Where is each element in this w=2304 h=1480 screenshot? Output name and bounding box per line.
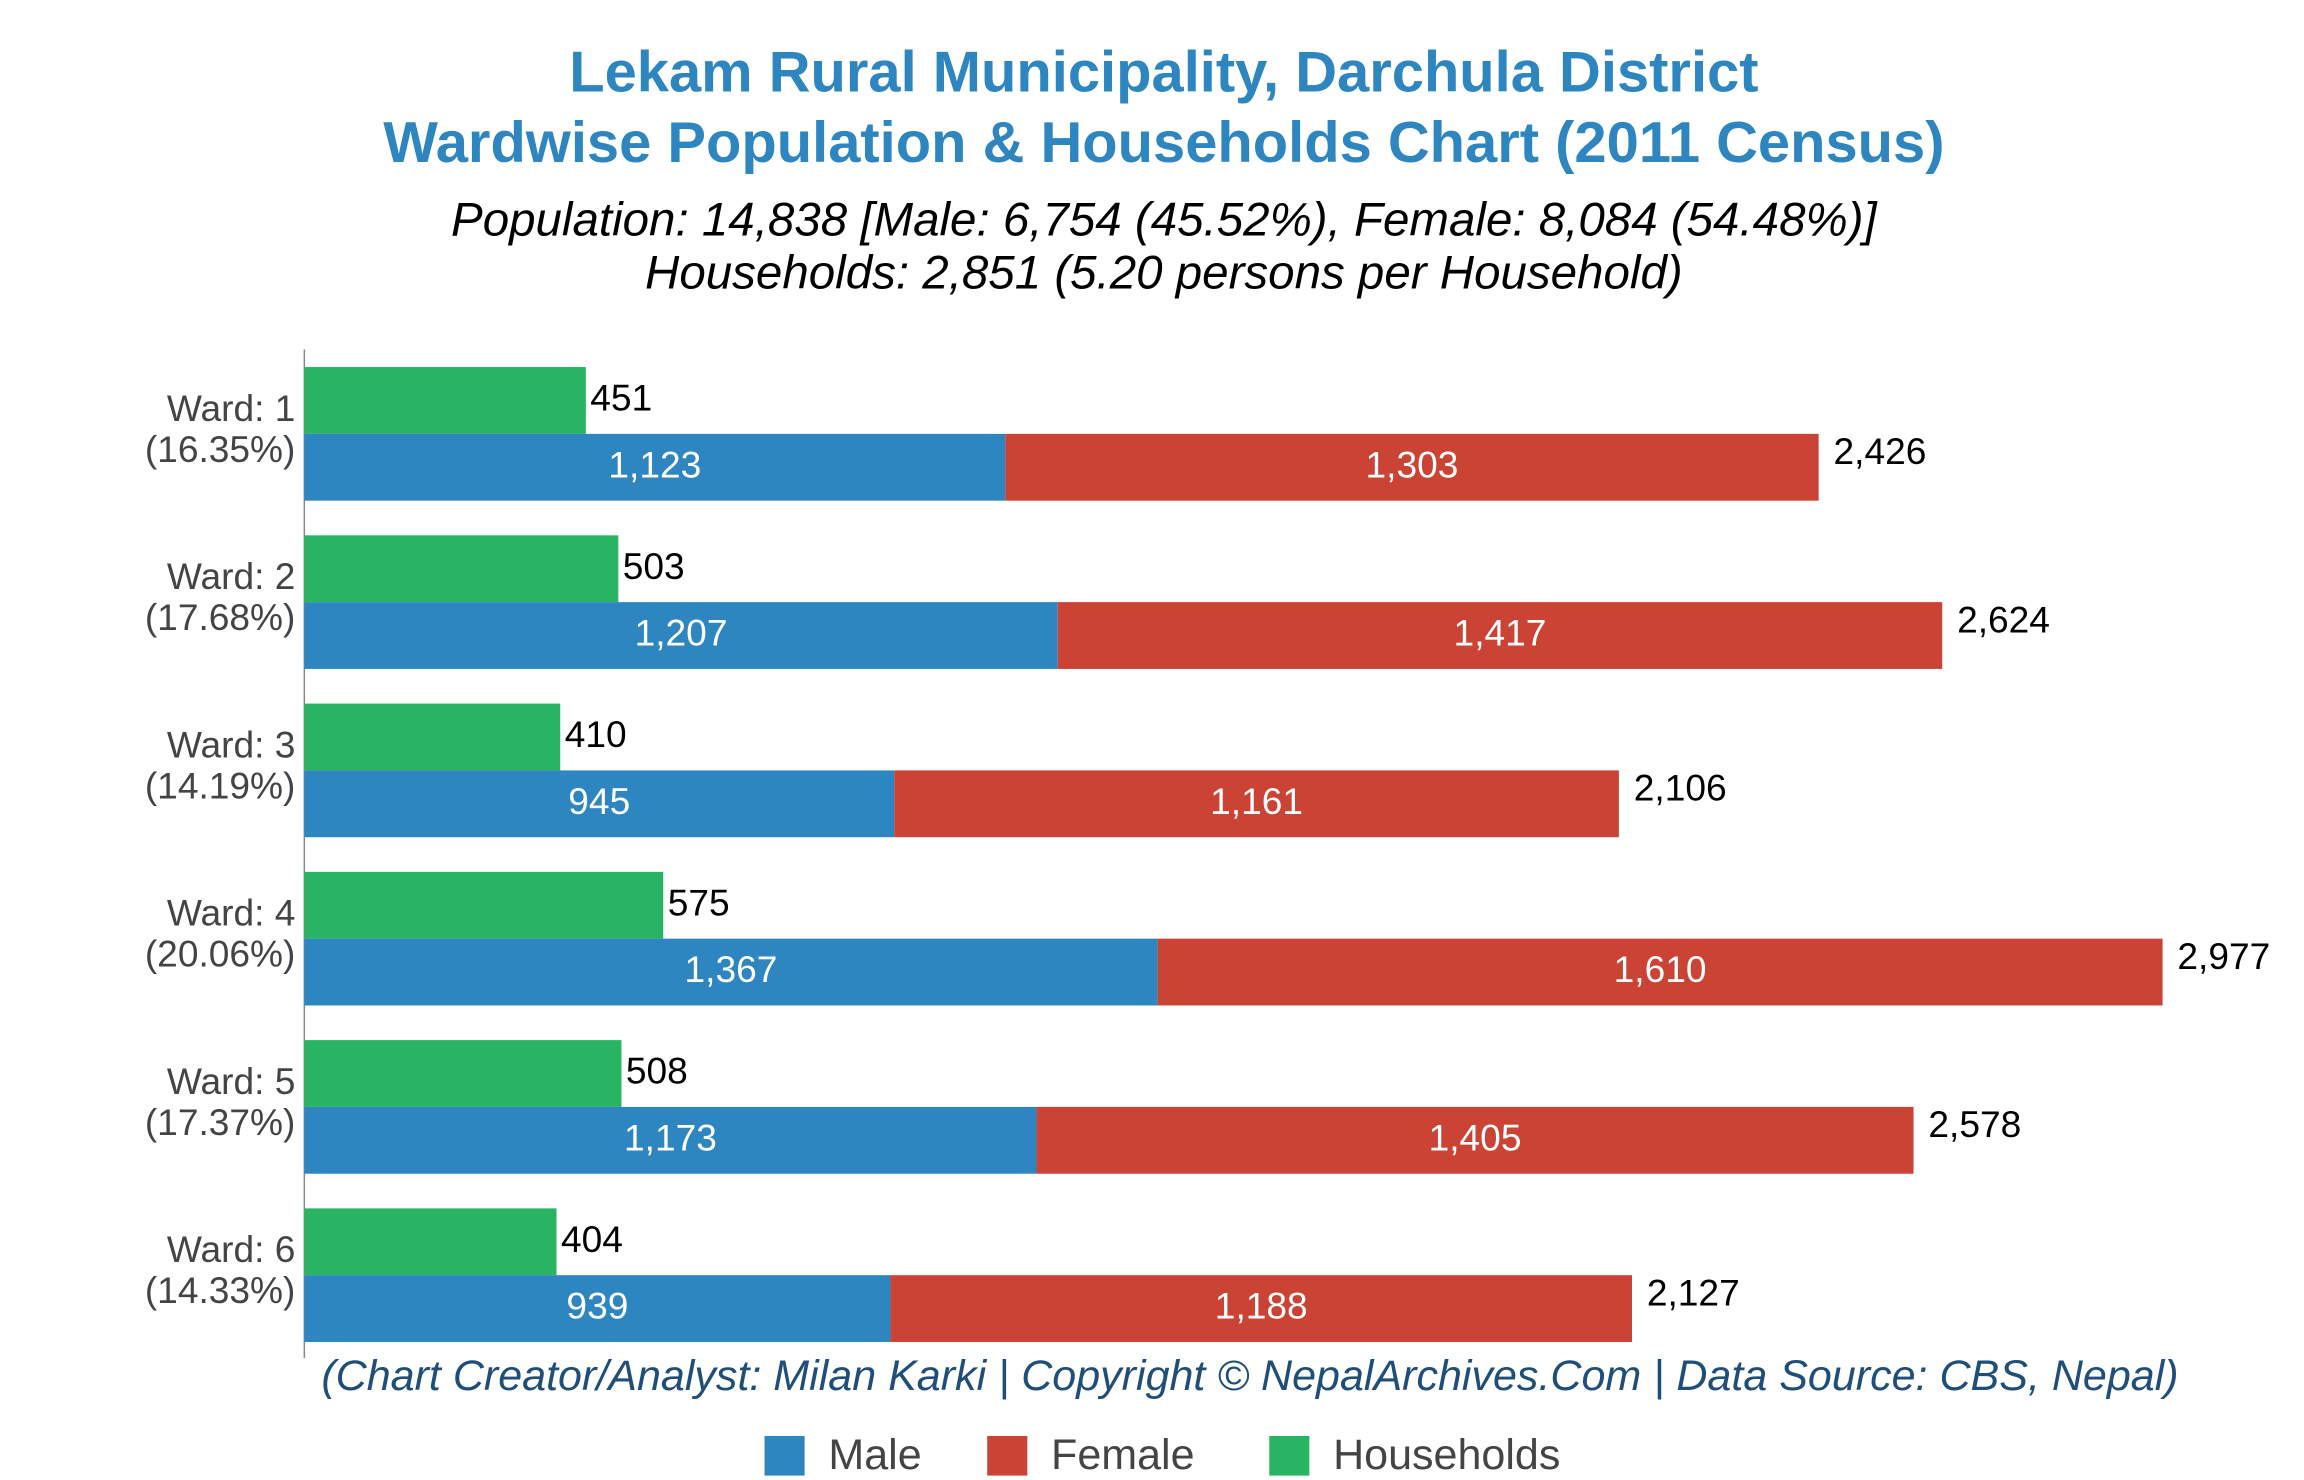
value-label: 410 xyxy=(565,714,627,755)
households-bar xyxy=(304,367,586,434)
value-label: 1,188 xyxy=(1215,1286,1308,1327)
caption: (Chart Creator/Analyst: Milan Karki | Co… xyxy=(321,1352,2178,1400)
y-tick-label: Ward: 4 xyxy=(167,893,296,934)
y-tick-label: Ward: 5 xyxy=(167,1061,296,1102)
chart-title: Lekam Rural Municipality, Darchula Distr… xyxy=(569,41,1758,105)
y-tick-label: (17.37%) xyxy=(145,1102,296,1143)
value-label: 508 xyxy=(626,1051,688,1092)
value-label: 575 xyxy=(668,882,730,923)
households-bar xyxy=(304,535,619,603)
population-bar xyxy=(1036,1106,1914,1174)
y-tick-label: (20.06%) xyxy=(145,934,296,975)
population-bar xyxy=(1157,938,2163,1006)
total-label: 2,977 xyxy=(2177,936,2270,977)
population-bar xyxy=(304,602,1058,669)
value-label: 1,161 xyxy=(1210,781,1303,822)
total-label: 2,106 xyxy=(1634,768,1727,809)
total-label: 2,127 xyxy=(1647,1273,1740,1314)
population-bar xyxy=(304,770,895,838)
total-label: 2,624 xyxy=(1957,600,2050,641)
total-label: 2,578 xyxy=(1928,1104,2021,1145)
chart-subtitle: Households: 2,851 (5.20 persons per Hous… xyxy=(645,247,1683,300)
y-tick-label: (16.35%) xyxy=(145,429,296,470)
chart-subtitle: Population: 14,838 [Male: 6,754 (45.52%)… xyxy=(451,194,1879,247)
population-bar xyxy=(304,1275,891,1342)
value-label: 1,405 xyxy=(1429,1118,1522,1159)
households-bar xyxy=(304,1208,557,1276)
y-tick-label: (14.19%) xyxy=(145,766,296,807)
households-bar xyxy=(304,703,561,771)
value-label: 1,303 xyxy=(1366,445,1459,486)
value-label: 1,173 xyxy=(624,1118,717,1159)
legend-label: Male xyxy=(828,1431,921,1479)
population-bar xyxy=(890,1275,1633,1342)
legend-swatch xyxy=(987,1435,1028,1476)
population-bar xyxy=(304,938,1158,1006)
value-label: 404 xyxy=(561,1219,623,1260)
y-tick-label: (17.68%) xyxy=(145,597,296,638)
value-label: 451 xyxy=(590,378,652,419)
value-label: 1,367 xyxy=(685,949,778,990)
households-bar xyxy=(304,1040,622,1107)
value-label: 1,417 xyxy=(1454,613,1547,654)
legend-label: Households xyxy=(1333,1431,1560,1479)
population-bar xyxy=(304,433,1006,501)
value-label: 939 xyxy=(566,1286,628,1327)
population-bar xyxy=(304,1106,1037,1174)
y-tick-label: Ward: 1 xyxy=(167,388,296,429)
population-bar xyxy=(1057,602,1943,669)
y-tick-label: Ward: 3 xyxy=(167,725,296,766)
households-bar xyxy=(304,871,664,939)
value-label: 1,123 xyxy=(608,445,701,486)
y-tick-label: (14.33%) xyxy=(145,1270,296,1311)
population-bar xyxy=(1005,433,1819,501)
value-label: 1,207 xyxy=(635,613,728,654)
population-bar xyxy=(894,770,1619,838)
value-label: 945 xyxy=(568,781,630,822)
legend-swatch xyxy=(764,1435,805,1476)
chart-title: Wardwise Population & Households Chart (… xyxy=(383,111,1944,175)
y-tick-label: Ward: 6 xyxy=(167,1229,296,1270)
y-tick-label: Ward: 2 xyxy=(167,556,296,597)
total-label: 2,426 xyxy=(1834,431,1927,472)
value-label: 1,610 xyxy=(1614,949,1707,990)
legend-swatch xyxy=(1269,1435,1310,1476)
value-label: 503 xyxy=(623,546,685,587)
legend-label: Female xyxy=(1051,1431,1195,1479)
